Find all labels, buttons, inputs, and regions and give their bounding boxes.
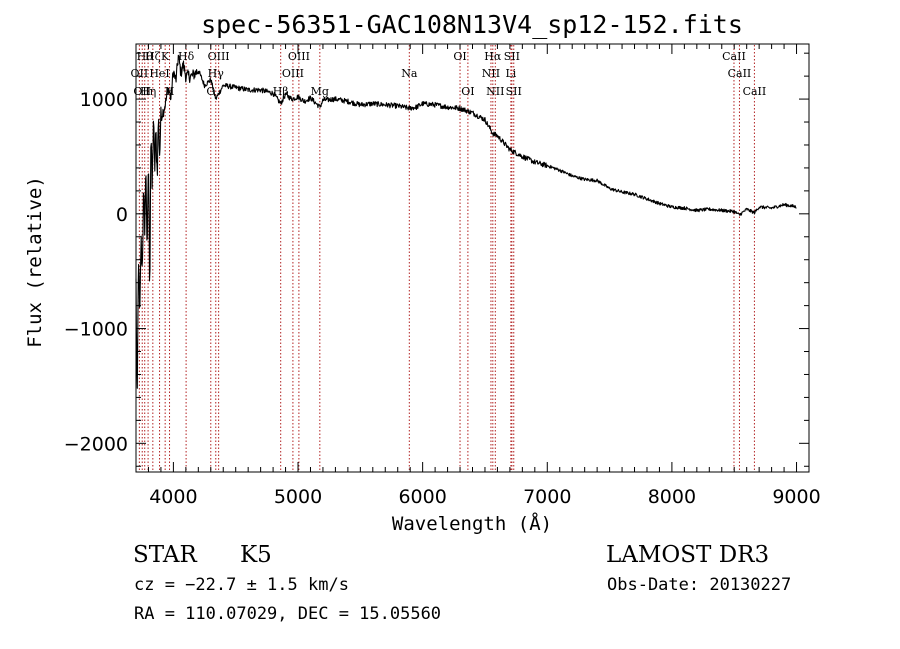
x-tick-label: 8000: [648, 486, 696, 508]
line-label: Hγ: [208, 67, 225, 80]
line-label: OI: [461, 85, 474, 98]
plot-frame: [135, 43, 810, 473]
line-label: Na: [401, 67, 418, 80]
y-axis-label: Flux (relative): [24, 176, 46, 348]
line-label: OI: [453, 50, 466, 63]
chart-title: spec-56351-GAC108N13V4_sp12-152.fits: [201, 10, 743, 39]
line-label: CaII: [743, 85, 767, 98]
spectral-line-markers: [138, 45, 755, 471]
object-class: STAR: [133, 542, 197, 568]
x-axis-label: Wavelength (Å): [392, 512, 552, 535]
object-subclass: K5: [240, 542, 272, 568]
coordinates-text: RA = 110.07029, DEC = 15.05560: [134, 604, 441, 624]
line-label: OII: [133, 85, 151, 98]
spectrum-series: [135, 54, 797, 389]
line-label: Hδ: [178, 50, 195, 63]
line-label: K: [161, 50, 170, 63]
x-tick-label: 6000: [398, 486, 446, 508]
y-tick-label: 0: [116, 204, 128, 226]
y-tick-label: −2000: [64, 433, 128, 455]
line-label: SII: [506, 85, 522, 98]
line-label: Hα: [484, 50, 502, 63]
y-axis: 1000 0 −1000 −2000: [64, 52, 809, 467]
spectral-line-labels: OIIOIIHθHηHζHeIKHHδGHγOIIIHβOIIIOIIIMgNa…: [131, 50, 767, 98]
survey-name: LAMOST DR3: [606, 542, 769, 568]
line-label: OIII: [288, 50, 310, 63]
line-label: CaII: [722, 50, 746, 63]
line-label: Hη: [140, 85, 156, 98]
x-axis: 4000 5000 6000 7000 8000 9000: [147, 44, 821, 508]
line-label: G: [206, 85, 215, 98]
obs-date: Obs-Date: 20130227: [607, 575, 791, 595]
line-label: NII: [486, 85, 504, 98]
x-tick-label: 9000: [772, 486, 820, 508]
x-tick-label: 4000: [149, 486, 197, 508]
line-label: HeI: [149, 67, 169, 80]
line-label: CaII: [728, 67, 752, 80]
line-label: Hζ: [145, 50, 161, 63]
x-tick-label: 7000: [523, 486, 571, 508]
line-label: Li: [505, 67, 516, 80]
line-label: OIII: [208, 50, 230, 63]
redshift-text: cz = −22.7 ± 1.5 km/s: [134, 575, 349, 595]
y-tick-label: −1000: [64, 319, 128, 341]
line-label: Mg: [311, 85, 329, 98]
line-label: SII: [504, 50, 520, 63]
line-label: NII: [482, 67, 500, 80]
line-label: OIII: [282, 67, 304, 80]
y-tick-label: 1000: [80, 89, 128, 111]
line-label: OII: [131, 67, 149, 80]
x-tick-label: 5000: [274, 486, 322, 508]
